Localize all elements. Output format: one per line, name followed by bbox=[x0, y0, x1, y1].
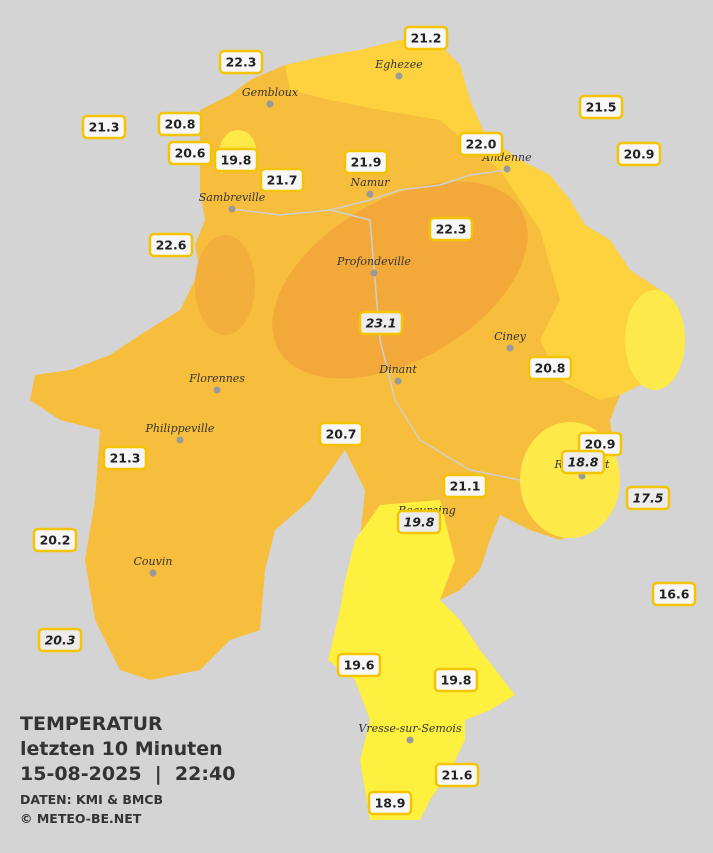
station-label: 22.3 bbox=[436, 222, 467, 237]
station-box bbox=[616, 141, 662, 167]
station-box bbox=[458, 131, 504, 157]
station-box bbox=[625, 485, 671, 511]
station-box bbox=[428, 216, 474, 242]
station-label: 21.2 bbox=[411, 31, 442, 46]
station-box bbox=[213, 147, 259, 173]
station-box bbox=[218, 49, 264, 75]
station-box bbox=[578, 94, 624, 120]
station-box bbox=[442, 473, 488, 499]
station-label: 17.5 bbox=[633, 491, 664, 506]
station-label: 22.6 bbox=[156, 238, 187, 253]
station-label: 21.7 bbox=[267, 173, 298, 188]
station-label: 21.6 bbox=[442, 768, 473, 783]
station-box bbox=[102, 445, 148, 471]
station-label: 21.9 bbox=[351, 155, 382, 170]
station-box bbox=[32, 527, 78, 553]
stations: 22.3 21.2 21.3 20.8 20.6 19.8 21.9 21.7 22.0 21.5… bbox=[32, 25, 697, 816]
station-label: 20.7 bbox=[326, 427, 357, 442]
city-dot bbox=[366, 190, 374, 198]
station-label: 20.8 bbox=[165, 117, 196, 132]
cities: EghezeeGemblouxAndenneNamurSambrevillePr… bbox=[134, 58, 610, 744]
station-label: 20.9 bbox=[624, 147, 655, 162]
station-label: 20.9 bbox=[585, 437, 616, 452]
station-label: 18.9 bbox=[375, 796, 406, 811]
station-box bbox=[336, 652, 382, 678]
station-box bbox=[403, 25, 449, 51]
station-box bbox=[37, 627, 83, 653]
city-dot bbox=[228, 205, 236, 213]
city-label: Namur bbox=[350, 176, 391, 189]
city-dot bbox=[394, 377, 402, 385]
city-dot bbox=[213, 386, 221, 394]
title-line: TEMPERATUR bbox=[20, 713, 163, 735]
station-box bbox=[259, 167, 305, 193]
station-label: 19.8 bbox=[441, 673, 472, 688]
station-box bbox=[367, 790, 413, 816]
station-label: 18.8 bbox=[568, 455, 599, 470]
city-dot bbox=[370, 269, 378, 277]
city-label: Vresse-sur-Semois bbox=[358, 722, 462, 735]
city-dot bbox=[176, 436, 184, 444]
river bbox=[329, 169, 508, 211]
station-box bbox=[358, 310, 404, 336]
city-dot bbox=[149, 569, 157, 577]
title-line: letzten 10 Minuten bbox=[20, 738, 223, 760]
station-label: 21.3 bbox=[110, 451, 141, 466]
city-dot bbox=[406, 736, 414, 744]
city-dot bbox=[506, 344, 514, 352]
city-dot bbox=[266, 100, 274, 108]
station-label: 21.5 bbox=[586, 100, 617, 115]
north-yellow-zone bbox=[285, 40, 680, 400]
station-box bbox=[157, 111, 203, 137]
station-label: 23.1 bbox=[366, 316, 397, 331]
station-box bbox=[434, 762, 480, 788]
river bbox=[231, 208, 521, 481]
copyright: © METEO-BE.NET bbox=[20, 811, 142, 826]
station-box bbox=[396, 509, 442, 535]
title-block: TEMPERATUR letzten 10 Minuten 15-08-2025… bbox=[20, 713, 235, 826]
station-label: 22.3 bbox=[226, 55, 257, 70]
station-box bbox=[560, 449, 606, 475]
station-box bbox=[81, 114, 127, 140]
warm-zone bbox=[195, 235, 255, 335]
station-label: 20.6 bbox=[175, 146, 206, 161]
city-label: Philippeville bbox=[145, 422, 215, 435]
city-label: Florennes bbox=[188, 372, 245, 385]
city-label: Couvin bbox=[134, 555, 173, 568]
city-label: Profondeville bbox=[336, 255, 411, 268]
station-box bbox=[651, 581, 697, 607]
cool-zone bbox=[625, 290, 685, 390]
station-label: 21.3 bbox=[89, 120, 120, 135]
station-label: 22.0 bbox=[466, 137, 497, 152]
station-box bbox=[167, 140, 213, 166]
city-dot bbox=[395, 72, 403, 80]
station-label: 19.6 bbox=[344, 658, 375, 673]
station-label: 16.6 bbox=[659, 587, 690, 602]
station-box bbox=[527, 355, 573, 381]
city-label: Sambreville bbox=[199, 191, 266, 204]
station-box bbox=[318, 421, 364, 447]
station-label: 21.1 bbox=[450, 479, 481, 494]
station-label: 20.2 bbox=[40, 533, 71, 548]
station-label: 20.3 bbox=[45, 633, 76, 648]
station-box bbox=[343, 149, 389, 175]
city-label: Gembloux bbox=[242, 86, 299, 99]
title-line: 15-08-2025 | 22:40 bbox=[20, 763, 235, 785]
station-label: 20.8 bbox=[535, 361, 566, 376]
station-box bbox=[148, 232, 194, 258]
station-label: 19.8 bbox=[221, 153, 252, 168]
city-dot bbox=[503, 165, 511, 173]
city-label: Ciney bbox=[494, 330, 527, 343]
source: DATEN: KMI & BMCB bbox=[20, 792, 163, 807]
city-label: Dinant bbox=[378, 363, 417, 376]
city-label: Eghezee bbox=[374, 58, 423, 71]
station-box bbox=[433, 667, 479, 693]
south-yellow-zone bbox=[328, 500, 515, 820]
station-label: 19.8 bbox=[404, 515, 435, 530]
